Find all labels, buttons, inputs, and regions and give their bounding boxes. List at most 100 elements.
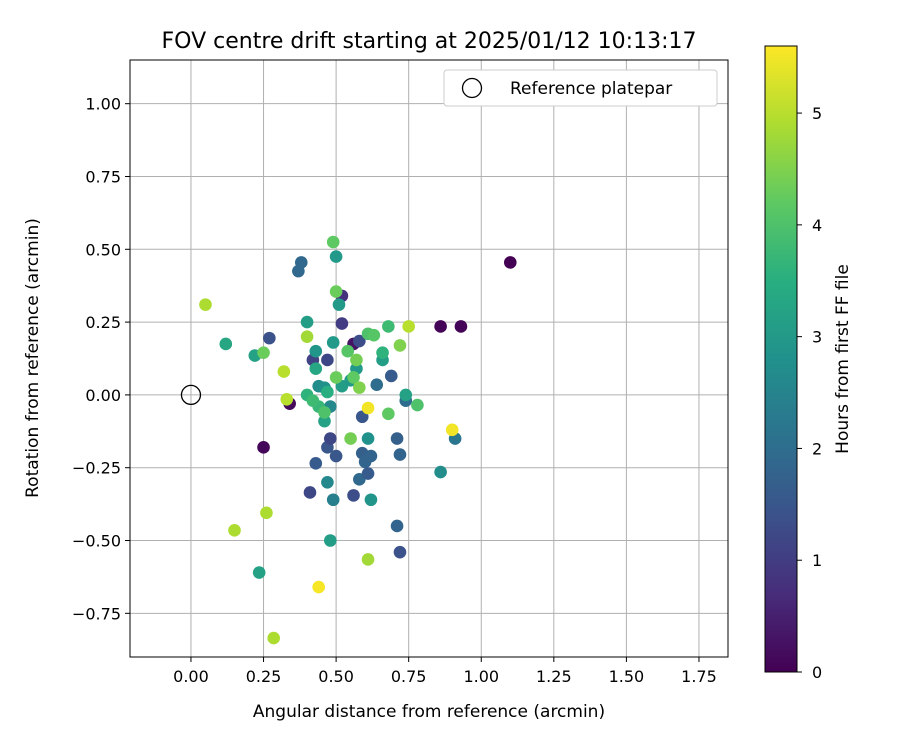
scatter-point xyxy=(382,407,395,421)
legend-marker-icon xyxy=(461,77,483,99)
grid xyxy=(130,60,728,657)
scatter-point xyxy=(263,331,276,345)
y-tick-label: −0.75 xyxy=(72,604,121,623)
scatter-point xyxy=(390,432,404,445)
x-tick-label: 1.75 xyxy=(681,667,717,686)
y-tick-label: −0.50 xyxy=(72,532,121,551)
scatter-point xyxy=(321,385,334,399)
plot-frame xyxy=(129,59,729,658)
scatter-point xyxy=(329,371,343,384)
scatter-point xyxy=(364,493,378,507)
x-axis-ticks: 0.00 0.25 0.50 0.75 1.00 1.25 1.50 1.75 xyxy=(173,657,717,686)
scatter-point xyxy=(219,337,233,351)
x-tick-label: 0.00 xyxy=(173,667,209,686)
scatter-point xyxy=(390,519,404,533)
scatter-point xyxy=(364,449,378,463)
y-tick-label: 0.75 xyxy=(85,167,121,186)
scatter-point xyxy=(353,381,366,394)
scatter-point xyxy=(393,545,407,559)
scatter-point xyxy=(324,534,337,547)
scatter-point xyxy=(361,432,375,445)
reference-marker xyxy=(180,384,202,406)
scatter-point xyxy=(318,406,331,419)
x-tick-label: 1.00 xyxy=(463,667,499,686)
scatter-point xyxy=(280,392,294,406)
scatter-point xyxy=(376,346,389,359)
colorbar-tick-label: 5 xyxy=(812,104,822,123)
x-tick-label: 1.25 xyxy=(536,667,572,686)
scatter-point xyxy=(312,580,325,594)
colorbar: 0 1 2 3 4 5 Hours from first FF file xyxy=(764,45,853,682)
reference-layer xyxy=(180,384,202,406)
scatter-point xyxy=(326,235,340,249)
colorbar-tick-label: 0 xyxy=(812,663,822,682)
scatter-point xyxy=(300,315,314,329)
y-tick-label: 0.50 xyxy=(85,240,121,259)
scatter-point xyxy=(454,320,468,333)
scatter-point xyxy=(326,336,340,349)
scatter-point xyxy=(353,334,366,348)
scatter-point xyxy=(344,432,357,445)
colorbar-tick-label: 1 xyxy=(812,551,822,570)
scatter-point xyxy=(411,398,424,412)
scatter-point xyxy=(321,475,334,489)
scatter-point xyxy=(503,256,517,269)
scatter-point xyxy=(370,378,384,392)
scatter-point xyxy=(321,353,334,367)
y-tick-label: 1.00 xyxy=(85,95,121,114)
scatter-point xyxy=(361,553,375,566)
scatter-point xyxy=(350,353,363,367)
scatter-point xyxy=(382,320,395,333)
colorbar-gradient xyxy=(764,45,798,673)
scatter-point xyxy=(303,486,317,499)
scatter-point xyxy=(332,298,346,311)
scatter-point xyxy=(361,401,375,415)
scatter-point xyxy=(257,346,270,359)
y-tick-label: 0.25 xyxy=(85,313,121,332)
colorbar-tick-label: 2 xyxy=(812,439,822,458)
scatter-point xyxy=(199,298,212,311)
scatter-point xyxy=(434,465,447,479)
legend: Reference platepar xyxy=(443,69,718,107)
x-tick-label: 0.50 xyxy=(318,667,354,686)
scatter-point xyxy=(434,320,447,333)
scatter-point xyxy=(393,448,407,461)
legend-box xyxy=(443,69,718,107)
scatter-point xyxy=(292,264,305,278)
scatter-point xyxy=(445,423,459,437)
x-tick-label: 0.75 xyxy=(391,667,427,686)
scatter-point xyxy=(326,493,340,507)
x-tick-label: 1.50 xyxy=(609,667,645,686)
x-tick-label: 0.25 xyxy=(246,667,282,686)
scatter-point xyxy=(361,467,375,480)
scatter-point xyxy=(329,449,343,463)
scatter-point xyxy=(329,285,343,298)
scatter-point xyxy=(347,489,360,502)
scatter-point xyxy=(347,371,360,384)
colorbar-label: Hours from first FF file xyxy=(833,264,853,454)
scatter-point xyxy=(260,506,273,520)
scatter-point xyxy=(367,328,381,342)
scatter-point xyxy=(257,441,270,454)
scatter-point xyxy=(306,394,320,408)
scatter-point xyxy=(277,365,291,378)
colorbar-tick-label: 3 xyxy=(812,328,822,347)
scatter-point xyxy=(309,344,323,358)
scatter-point xyxy=(335,317,349,330)
scatter-point xyxy=(324,432,337,445)
scatter-point xyxy=(252,566,266,579)
scatter-point xyxy=(228,524,241,537)
y-axis-ticks: −0.75 −0.50 −0.25 0.00 0.25 0.50 0.75 1.00 xyxy=(72,95,130,623)
scatter-point xyxy=(329,250,343,263)
colorbar-ticks: 0 1 2 3 4 5 xyxy=(797,104,822,682)
scatter-point xyxy=(341,344,355,358)
scatter-point xyxy=(399,388,413,402)
y-axis-label: Rotation from reference (arcmin) xyxy=(23,218,43,498)
scatter-point xyxy=(384,369,398,383)
colorbar-tick-label: 4 xyxy=(812,216,822,235)
scatter-point xyxy=(309,457,323,470)
scatter-point xyxy=(267,631,280,645)
chart-title: FOV centre drift starting at 2025/01/12 … xyxy=(162,29,697,54)
scatter-point xyxy=(300,330,314,343)
